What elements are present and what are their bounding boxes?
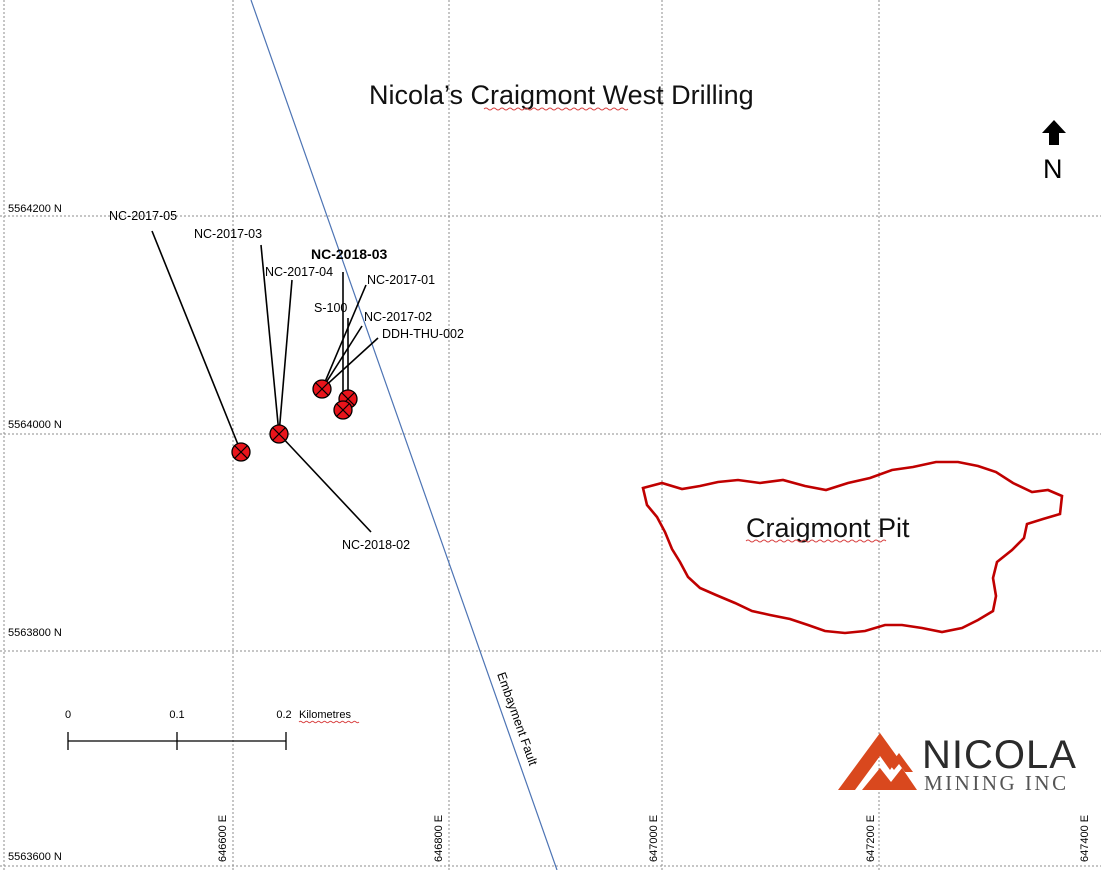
scale-bar: 0 0.1 0.2 Kilometres <box>65 709 360 750</box>
easting-label: 646600 E <box>217 815 229 862</box>
drill-collars <box>231 379 358 462</box>
north-arrow-icon <box>1042 120 1066 145</box>
scale-tick-label: 0 <box>65 709 71 721</box>
logo-name: NICOLA <box>922 733 1077 777</box>
hole-label-nc-2018-02: NC-2018-02 <box>342 538 410 552</box>
logo-subtitle: MINING INC <box>924 771 1069 795</box>
mountain-logo-icon <box>838 733 917 790</box>
collar-marker <box>333 400 353 420</box>
hole-label-s-100: S-100 <box>314 301 347 315</box>
hole-label-nc-2018-03: NC-2018-03 <box>311 246 387 262</box>
hole-label-nc-2017-05: NC-2017-05 <box>109 209 177 223</box>
hole-label-nc-2017-02: NC-2017-02 <box>364 310 432 324</box>
northing-label: 5563600 N <box>8 851 62 863</box>
map-title: Nicola’s Craigmont West Drilling <box>369 80 754 110</box>
northing-label: 5563800 N <box>8 627 62 639</box>
hole-label-nc-2017-01: NC-2017-01 <box>367 273 435 287</box>
scale-tick-label: 0.2 <box>276 709 291 721</box>
easting-label: 647200 E <box>865 815 877 862</box>
craigmont-pit-outline <box>641 460 1064 635</box>
hole-label-nc-2017-03: NC-2017-03 <box>194 227 262 241</box>
north-arrow: N <box>1042 120 1066 184</box>
collar-marker <box>231 442 251 462</box>
spellcheck-underline <box>745 539 887 543</box>
fault-label: Embayment Fault <box>494 670 540 768</box>
spellcheck-underline <box>483 107 629 111</box>
northing-label: 5564000 N <box>8 419 62 431</box>
scale-unit-label: Kilometres <box>299 709 351 721</box>
hole-label-nc-2017-04: NC-2017-04 <box>265 265 333 279</box>
spellcheck-underline <box>298 720 360 724</box>
embayment-fault-line <box>250 0 558 870</box>
hole-label-ddh-thu-002: DDH-THU-002 <box>382 327 464 341</box>
nicola-logo: NICOLA MINING INC <box>838 733 1077 795</box>
northing-label: 5564200 N <box>8 203 62 215</box>
north-label: N <box>1043 154 1063 184</box>
collar-marker <box>269 424 289 444</box>
easting-label: 646800 E <box>433 815 445 862</box>
drill-traces <box>151 230 379 533</box>
pit-label: Craigmont Pit <box>746 513 910 543</box>
easting-label: 647000 E <box>648 815 660 862</box>
collar-marker <box>312 379 332 399</box>
scale-tick-label: 0.1 <box>169 709 184 721</box>
easting-label: 647400 E <box>1079 815 1091 862</box>
